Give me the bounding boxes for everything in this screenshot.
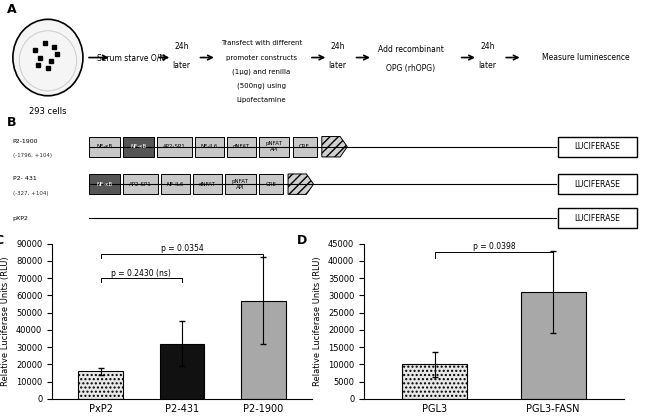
Text: AP2-SP1: AP2-SP1 <box>129 182 152 186</box>
Text: (1μg) and renilla: (1μg) and renilla <box>232 68 291 75</box>
Bar <box>402 365 467 399</box>
Text: (-1796, +104): (-1796, +104) <box>13 153 52 158</box>
Text: CRE: CRE <box>299 144 310 149</box>
Text: P2-1900: P2-1900 <box>13 139 38 144</box>
Text: 24h: 24h <box>174 42 189 51</box>
Text: AP2-SP1: AP2-SP1 <box>163 144 186 149</box>
Bar <box>79 371 123 399</box>
Text: NF-IL6: NF-IL6 <box>167 182 185 186</box>
FancyBboxPatch shape <box>259 136 289 157</box>
Text: dNFAT: dNFAT <box>199 182 216 186</box>
Text: 24h: 24h <box>480 42 495 51</box>
FancyBboxPatch shape <box>225 174 255 194</box>
Text: pXP2: pXP2 <box>13 216 29 220</box>
Text: pNFAT
API: pNFAT API <box>266 142 283 152</box>
Text: C: C <box>0 234 4 247</box>
Polygon shape <box>288 174 313 194</box>
Text: A: A <box>6 3 16 16</box>
FancyBboxPatch shape <box>227 136 255 157</box>
FancyBboxPatch shape <box>89 174 120 194</box>
Text: later: later <box>173 60 190 70</box>
Text: LUCIFERASE: LUCIFERASE <box>575 214 620 223</box>
FancyBboxPatch shape <box>259 174 283 194</box>
Text: later: later <box>478 60 497 70</box>
Text: P2- 431: P2- 431 <box>13 176 36 181</box>
Text: (-327, +104): (-327, +104) <box>13 191 48 196</box>
FancyBboxPatch shape <box>123 174 158 194</box>
Ellipse shape <box>13 19 83 96</box>
Text: later: later <box>329 60 346 70</box>
FancyBboxPatch shape <box>558 208 637 228</box>
Text: pNFAT
API: pNFAT API <box>232 179 249 189</box>
Polygon shape <box>322 136 347 157</box>
Text: NF-κB: NF-κB <box>130 144 146 149</box>
Text: p = 0.0354: p = 0.0354 <box>161 244 203 253</box>
Text: (500ng) using: (500ng) using <box>237 83 286 89</box>
Bar <box>241 301 285 399</box>
Y-axis label: Relative Luciferase Units (RLU): Relative Luciferase Units (RLU) <box>313 257 322 386</box>
Text: Serum starve O/N: Serum starve O/N <box>97 53 165 62</box>
Text: NF-κB: NF-κB <box>97 144 112 149</box>
Text: promoter constructs: promoter constructs <box>226 55 297 60</box>
FancyBboxPatch shape <box>193 174 222 194</box>
Text: Measure luminescence: Measure luminescence <box>542 53 630 62</box>
Bar <box>521 292 586 399</box>
FancyBboxPatch shape <box>161 174 190 194</box>
Text: p = 0.2430 (ns): p = 0.2430 (ns) <box>111 269 172 278</box>
FancyBboxPatch shape <box>558 174 637 194</box>
FancyBboxPatch shape <box>292 136 317 157</box>
FancyBboxPatch shape <box>195 136 224 157</box>
Text: Add recombinant: Add recombinant <box>378 45 444 55</box>
Y-axis label: Relative Luciferase Units (RLU): Relative Luciferase Units (RLU) <box>1 257 10 386</box>
Text: dNFAT: dNFAT <box>233 144 250 149</box>
Text: CRE: CRE <box>265 182 276 186</box>
Text: NF-κB: NF-κB <box>97 182 112 186</box>
Text: Lipofectamine: Lipofectamine <box>237 97 286 103</box>
Text: B: B <box>6 116 16 129</box>
Text: 24h: 24h <box>330 42 345 51</box>
Text: Transfect with different: Transfect with different <box>221 40 302 46</box>
FancyBboxPatch shape <box>89 136 120 157</box>
Bar <box>160 344 204 399</box>
FancyBboxPatch shape <box>157 136 192 157</box>
Text: 293 cells: 293 cells <box>29 107 67 116</box>
Text: D: D <box>296 234 307 247</box>
Text: NF-IL6: NF-IL6 <box>201 144 218 149</box>
Text: LUCIFERASE: LUCIFERASE <box>575 180 620 189</box>
FancyBboxPatch shape <box>123 136 153 157</box>
Text: OPG (rhOPG): OPG (rhOPG) <box>387 64 436 73</box>
Text: p = 0.0398: p = 0.0398 <box>473 242 515 251</box>
Text: LUCIFERASE: LUCIFERASE <box>575 142 620 151</box>
FancyBboxPatch shape <box>558 136 637 157</box>
